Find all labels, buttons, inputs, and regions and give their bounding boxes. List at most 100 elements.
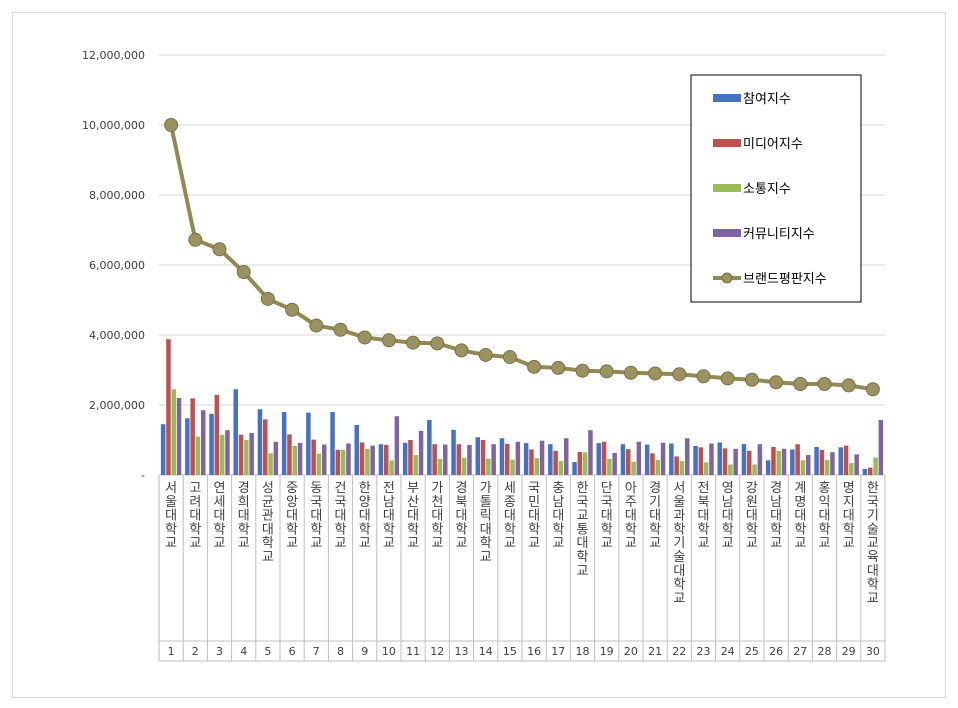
bar-소통지수-7 — [316, 453, 322, 475]
bar-미디어지수-4 — [238, 434, 244, 475]
bar-커뮤니티지수-18 — [588, 430, 593, 475]
category-index-label: 29 — [842, 645, 856, 658]
bar-참여지수-20 — [620, 444, 626, 475]
category-index-label: 20 — [624, 645, 638, 658]
bar-참여지수-24 — [717, 442, 722, 475]
bar-미디어지수-7 — [311, 439, 316, 475]
bar-소통지수-3 — [219, 434, 225, 475]
category-index-label: 19 — [600, 645, 614, 658]
bar-참여지수-13 — [451, 429, 456, 475]
category-index-label: 24 — [721, 645, 735, 658]
legend-swatch-참여지수 — [713, 94, 741, 102]
bar-미디어지수-14 — [480, 440, 486, 475]
bar-커뮤니티지수-4 — [249, 433, 254, 475]
point-브랜드평판지수-8 — [333, 322, 348, 337]
point-브랜드평판지수-19 — [599, 364, 614, 379]
point-브랜드평판지수-16 — [527, 359, 542, 374]
bar-커뮤니티지수-2 — [201, 410, 206, 475]
category-index-label: 18 — [576, 645, 590, 658]
legend-label-소통지수: 소통지수 — [743, 182, 791, 197]
bar-소통지수-6 — [292, 445, 297, 475]
category-index-label: 16 — [527, 645, 541, 658]
bar-소통지수-9 — [365, 448, 370, 475]
bar-참여지수-23 — [693, 445, 698, 475]
y-tick-label: 10,000,000 — [82, 119, 145, 132]
bar-커뮤니티지수-7 — [322, 444, 327, 475]
bar-미디어지수-30 — [868, 467, 873, 475]
bar-소통지수-13 — [461, 457, 467, 475]
bar-미디어지수-29 — [843, 445, 849, 475]
bar-미디어지수-26 — [771, 447, 776, 475]
bar-참여지수-15 — [499, 438, 505, 475]
bar-커뮤니티지수-16 — [539, 440, 545, 475]
bar-커뮤니티지수-1 — [176, 398, 182, 475]
category-index-label: 6 — [289, 645, 296, 658]
bar-커뮤니티지수-17 — [564, 438, 569, 475]
bar-미디어지수-25 — [747, 450, 752, 475]
category-index-label: 30 — [866, 645, 880, 658]
bar-참여지수-3 — [209, 413, 214, 475]
point-브랜드평판지수-13 — [454, 343, 469, 358]
bar-참여지수-18 — [572, 462, 577, 475]
legend-box — [690, 74, 862, 303]
bar-소통지수-19 — [607, 458, 612, 475]
category-index-label: 14 — [479, 645, 493, 658]
point-브랜드평판지수-29 — [841, 378, 856, 393]
category-index-label: 1 — [168, 645, 175, 658]
bar-미디어지수-1 — [166, 339, 171, 475]
bar-미디어지수-9 — [359, 442, 365, 475]
category-index-label: 8 — [337, 645, 344, 658]
bar-미디어지수-3 — [214, 394, 220, 475]
category-index-label: 15 — [503, 645, 517, 658]
bar-소통지수-14 — [486, 458, 491, 475]
bar-커뮤니티지수-6 — [297, 442, 303, 475]
category-index-label: 23 — [697, 645, 711, 658]
bar-커뮤니티지수-28 — [830, 452, 835, 475]
category-index-label: 13 — [455, 645, 469, 658]
bar-미디어지수-20 — [626, 449, 631, 475]
y-tick-label: - — [141, 469, 145, 482]
point-브랜드평판지수-18 — [575, 363, 590, 378]
point-브랜드평판지수-24 — [720, 371, 735, 386]
category-index-label: 26 — [769, 645, 783, 658]
bar-미디어지수-27 — [795, 444, 800, 475]
legend-label-브랜드평판지수: 브랜드평판지수 — [743, 272, 827, 287]
point-브랜드평판지수-4 — [236, 265, 251, 279]
point-브랜드평판지수-5 — [260, 291, 275, 306]
bar-소통지수-20 — [631, 461, 636, 475]
bar-미디어지수-19 — [601, 441, 607, 475]
legend-swatch-미디어지수 — [713, 139, 741, 147]
bar-소통지수-17 — [558, 461, 564, 475]
category-index-label: 10 — [382, 645, 396, 658]
category-index-label: 9 — [361, 645, 368, 658]
bar-커뮤니티지수-25 — [757, 444, 763, 475]
legend-label-커뮤니티지수: 커뮤니티지수 — [743, 227, 815, 242]
category-index-label: 5 — [264, 645, 271, 658]
point-브랜드평판지수-26 — [769, 375, 784, 390]
bar-참여지수-21 — [644, 444, 650, 475]
bar-커뮤니티지수-9 — [370, 445, 375, 475]
bar-커뮤니티지수-27 — [806, 455, 811, 475]
point-브랜드평판지수-2 — [188, 232, 203, 247]
bar-소통지수-23 — [703, 462, 709, 475]
bar-미디어지수-12 — [432, 444, 437, 475]
y-tick-label: 8,000,000 — [89, 189, 145, 202]
bar-소통지수-24 — [728, 464, 733, 475]
bar-참여지수-7 — [306, 412, 311, 475]
y-tick-label: 2,000,000 — [89, 399, 145, 412]
